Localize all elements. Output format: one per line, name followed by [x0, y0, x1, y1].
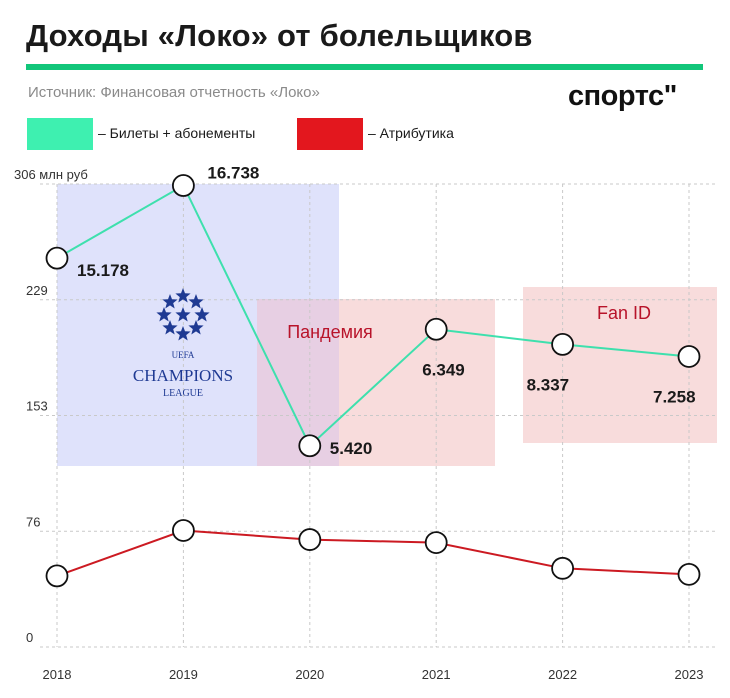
data-point [424, 317, 448, 341]
y-tick-label: 0 [26, 630, 33, 645]
data-point [298, 528, 322, 551]
page-title: Доходы «Локо» от болельщиков [26, 18, 533, 53]
data-point [551, 556, 574, 580]
data-label: 8.337 [527, 375, 570, 394]
data-point [424, 531, 448, 554]
data-point [45, 564, 69, 588]
x-tick-label: 2019 [169, 667, 198, 682]
star-icon [188, 320, 204, 335]
zone-overlap [257, 299, 339, 466]
source-note: Источник: Финансовая отчетность «Локо» [28, 84, 320, 101]
y-tick-label: 153 [26, 399, 48, 414]
sports-logo: спортс" [568, 80, 677, 112]
x-tick-label: 2018 [43, 667, 72, 682]
data-point [677, 562, 701, 586]
data-label: 15.178 [77, 261, 129, 280]
star-icon [194, 307, 210, 322]
data-label: 6.349 [422, 360, 465, 379]
y-tick-label: 229 [26, 283, 48, 298]
data-point [171, 174, 195, 197]
data-point [171, 519, 195, 542]
pandemic-label: Пандемия [287, 322, 373, 342]
star-icon [162, 320, 178, 335]
legend-label-merch: – Атрибутика [368, 125, 454, 141]
title-divider [26, 64, 703, 70]
data-label: 16.738 [207, 164, 259, 183]
x-tick-label: 2022 [548, 667, 577, 682]
x-tick-label: 2023 [675, 667, 704, 682]
star-icon [156, 307, 172, 322]
series-line [56, 529, 690, 577]
data-point [298, 434, 322, 458]
data-label: 7.258 [653, 387, 696, 406]
data-point [677, 345, 701, 368]
ucl-text-league: LEAGUE [163, 388, 203, 399]
fan-id-label: Fan ID [597, 303, 651, 323]
legend-swatch-tickets [27, 118, 93, 150]
legend-label-tickets: – Билеты + абонементы [98, 125, 256, 141]
data-point [45, 246, 69, 270]
y-tick-label: 306 млн руб [14, 167, 88, 182]
x-tick-label: 2020 [295, 667, 324, 682]
data-label: 5.420 [330, 439, 373, 458]
x-tick-label: 2021 [422, 667, 451, 682]
star-icon [188, 294, 204, 309]
y-tick-label: 76 [26, 514, 40, 529]
star-icon [175, 307, 191, 322]
star-icon [175, 288, 191, 303]
data-point [551, 332, 574, 356]
ucl-text-champions: CHAMPIONS [133, 366, 233, 385]
champions-league-logo [156, 288, 210, 341]
legend-swatch-merch [297, 118, 363, 150]
series-line [56, 184, 690, 448]
star-icon [162, 294, 178, 309]
ucl-text-uefa: UEFA [172, 350, 195, 360]
star-icon [175, 326, 191, 341]
